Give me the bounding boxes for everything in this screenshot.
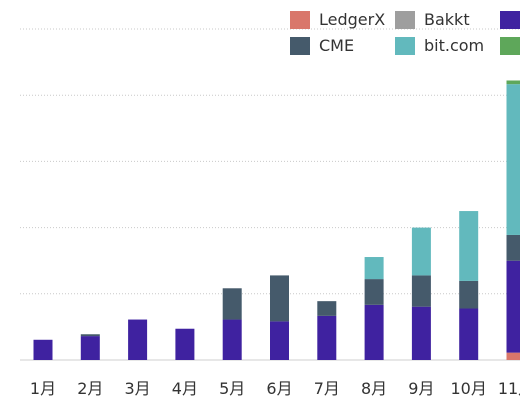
bar-segment xyxy=(317,301,337,316)
x-tick-label: 2月 xyxy=(77,379,103,398)
bar-segment xyxy=(317,315,337,360)
x-tick-label: 1月 xyxy=(30,379,56,398)
bar-segment xyxy=(411,275,431,307)
bar-segment xyxy=(364,279,384,305)
x-tick-label: 3月 xyxy=(125,379,151,398)
bar-segment xyxy=(270,275,289,322)
bar-segment xyxy=(506,84,520,235)
bar-segment xyxy=(175,328,195,360)
legend-swatch xyxy=(395,37,415,55)
bar-segment xyxy=(411,306,431,360)
legend-swatch xyxy=(500,37,520,55)
legend-item xyxy=(500,10,520,30)
legend-item: LedgerX xyxy=(290,10,395,30)
legend-swatch xyxy=(395,11,415,29)
bar-segment xyxy=(364,257,384,280)
legend-label: bit.com xyxy=(424,36,485,55)
x-tick-label: 6月 xyxy=(266,379,292,398)
bar-segment xyxy=(411,227,431,276)
bar-segment xyxy=(33,339,53,360)
legend-label: CME xyxy=(319,36,355,55)
x-tick-label: 9月 xyxy=(408,379,434,398)
bar-segment xyxy=(128,319,148,360)
legend-swatch xyxy=(290,11,310,29)
legend-item: bit.com xyxy=(395,36,500,56)
x-tick-label: 7月 xyxy=(314,379,340,398)
bar-segment xyxy=(459,308,479,360)
legend-item: Bakkt xyxy=(395,10,500,30)
x-tick-label: 11月 xyxy=(498,379,520,398)
bar-segment xyxy=(270,321,289,360)
bar-segment xyxy=(506,260,520,353)
bar-segment xyxy=(506,80,520,85)
legend-item: CME xyxy=(290,36,395,56)
bar-segment xyxy=(364,304,384,360)
bar-segment xyxy=(459,211,479,281)
bar-segment xyxy=(222,319,242,360)
bar-segment xyxy=(80,334,100,337)
bar-segment xyxy=(506,352,520,360)
legend-label: Bakkt xyxy=(424,10,470,29)
legend-label: LedgerX xyxy=(319,10,386,29)
x-tick-label: 4月 xyxy=(172,379,198,398)
legend-swatch xyxy=(290,37,310,55)
bar-segment xyxy=(222,288,242,320)
x-tick-label: 8月 xyxy=(361,379,387,398)
legend-item xyxy=(500,36,520,56)
chart-legend: LedgerX Bakkt CME bit.com xyxy=(290,10,520,56)
legend-swatch xyxy=(500,11,520,29)
bar-segment xyxy=(459,280,479,309)
bar-segment xyxy=(80,336,100,360)
x-tick-label: 5月 xyxy=(219,379,245,398)
bar-segment xyxy=(506,234,520,261)
x-tick-label: 10月 xyxy=(451,379,487,398)
